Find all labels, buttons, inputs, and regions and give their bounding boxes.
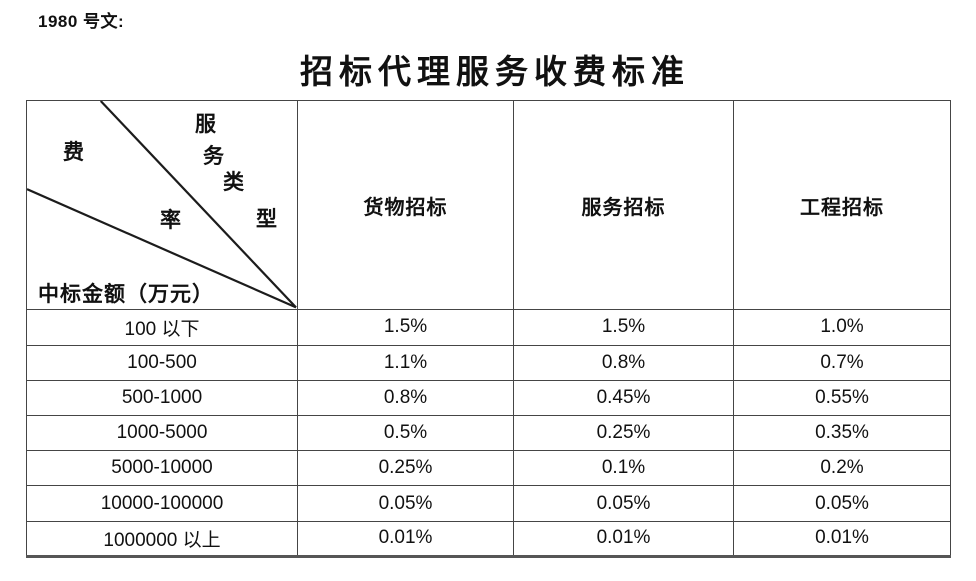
fee-standard-table: 费 率 服 务 类 型 中标金额（万元） 货物招标 服务招标 工程招标 100 … xyxy=(26,99,951,558)
rate-cell: 0.1% xyxy=(513,450,734,487)
diagonal-divider-lines xyxy=(27,101,297,309)
rate-cell: 0.01% xyxy=(297,520,514,558)
amount-cell: 100-500 xyxy=(26,344,298,381)
rate-cell: 0.25% xyxy=(297,450,514,487)
page-title: 招标代理服务收费标准 xyxy=(300,55,690,91)
rate-cell: 1.5% xyxy=(297,309,514,346)
corner-label-amount: 中标金额（万元） xyxy=(38,282,214,306)
rate-cell: 0.7% xyxy=(733,344,951,381)
rate-cell: 0.8% xyxy=(513,344,734,381)
rate-cell: 0.05% xyxy=(733,485,951,522)
amount-cell: 5000-10000 xyxy=(26,450,298,487)
col-header-engineering-tender: 工程招标 xyxy=(733,99,951,311)
table-row: 100 以下 1.5% 1.5% 1.0% xyxy=(26,309,951,346)
corner-label-fee-char: 费 xyxy=(63,140,84,164)
amount-cell: 500-1000 xyxy=(26,379,298,417)
amount-cell: 1000-5000 xyxy=(26,415,298,452)
table-row: 1000-5000 0.5% 0.25% 0.35% xyxy=(26,415,951,452)
diagonal-line-upper xyxy=(99,101,297,309)
rate-cell: 0.5% xyxy=(297,415,514,452)
corner-label-fee-char: 率 xyxy=(160,208,181,232)
table-row: 5000-10000 0.25% 0.1% 0.2% xyxy=(26,450,951,487)
corner-label-type-char: 务 xyxy=(203,144,224,168)
amount-cell: 100 以下 xyxy=(26,309,298,346)
diagonal-line-lower xyxy=(27,188,297,309)
table-row: 1000000 以上 0.01% 0.01% 0.01% xyxy=(26,520,951,558)
rate-cell: 0.2% xyxy=(733,450,951,487)
corner-label-type-char: 类 xyxy=(223,170,244,194)
rate-cell: 0.35% xyxy=(733,415,951,452)
rate-cell: 0.01% xyxy=(733,520,951,558)
header-row: 费 率 服 务 类 型 中标金额（万元） 货物招标 服务招标 工程招标 xyxy=(26,99,951,311)
corner-header-cell: 费 率 服 务 类 型 中标金额（万元） xyxy=(26,99,298,311)
amount-cell: 1000000 以上 xyxy=(26,520,298,558)
table-row: 500-1000 0.8% 0.45% 0.55% xyxy=(26,379,951,417)
col-header-goods-tender: 货物招标 xyxy=(297,99,514,311)
rate-cell: 0.55% xyxy=(733,379,951,417)
table-row: 100-500 1.1% 0.8% 0.7% xyxy=(26,344,951,381)
col-header-service-tender: 服务招标 xyxy=(513,99,734,311)
rate-cell: 0.05% xyxy=(297,485,514,522)
amount-cell: 10000-100000 xyxy=(26,485,298,522)
rate-cell: 0.8% xyxy=(297,379,514,417)
rate-cell: 1.5% xyxy=(513,309,734,346)
table-row: 10000-100000 0.05% 0.05% 0.05% xyxy=(26,485,951,522)
corner-label-type-char: 型 xyxy=(256,207,277,231)
document-ref: 1980 号文: xyxy=(38,12,125,31)
rate-cell: 0.01% xyxy=(513,520,734,558)
rate-cell: 1.0% xyxy=(733,309,951,346)
rate-cell: 0.25% xyxy=(513,415,734,452)
rate-cell: 1.1% xyxy=(297,344,514,381)
rate-cell: 0.45% xyxy=(513,379,734,417)
rate-cell: 0.05% xyxy=(513,485,734,522)
corner-label-type-char: 服 xyxy=(195,112,216,136)
